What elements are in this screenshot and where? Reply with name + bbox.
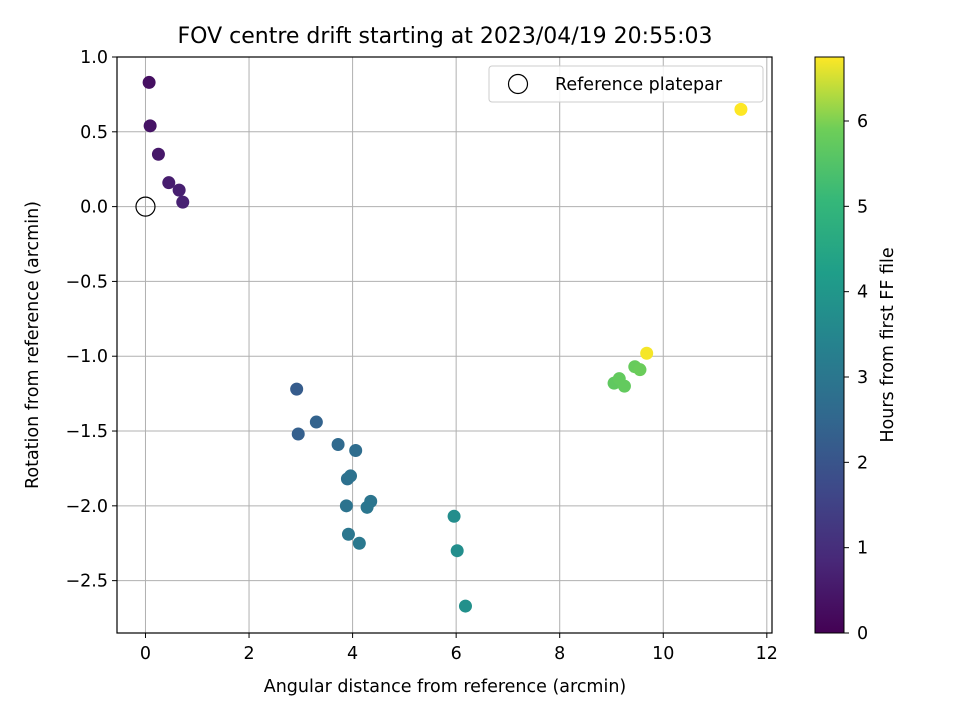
data-point (309, 415, 323, 429)
data-point (290, 382, 304, 396)
data-point (447, 509, 461, 523)
data-point (458, 599, 472, 613)
data-point (734, 102, 748, 116)
colorbar-label: Hours from first FF file (878, 247, 898, 442)
data-point (151, 147, 165, 161)
data-point (291, 427, 305, 441)
data-point (360, 500, 374, 514)
x-tick-label: 6 (451, 644, 462, 664)
plot-frame (116, 56, 773, 634)
colorbar-tick-label: 4 (857, 283, 868, 303)
chart-title: FOV centre drift starting at 2023/04/19 … (178, 24, 713, 49)
x-axis-label: Angular distance from reference (arcmin) (264, 677, 627, 697)
colorbar-tick-label: 5 (857, 197, 868, 217)
legend-label: Reference platepar (555, 75, 723, 95)
x-tick-label: 8 (554, 644, 565, 664)
legend-reference-marker (507, 73, 529, 95)
data-point (640, 346, 654, 360)
colorbar-tick-label: 0 (857, 624, 868, 644)
legend-box (488, 65, 764, 103)
y-tick-label: −1.5 (66, 422, 109, 442)
colorbar-gradient (814, 56, 845, 634)
data-point (172, 183, 186, 197)
data-point (633, 363, 647, 377)
x-tick-label: 2 (243, 644, 254, 664)
data-point (617, 379, 631, 393)
x-tick-label: 12 (756, 644, 778, 664)
y-axis-label: Rotation from reference (arcmin) (23, 201, 43, 489)
data-point (349, 443, 363, 457)
legend: Reference platepar (488, 65, 764, 103)
data-point (176, 195, 190, 209)
data-point (143, 119, 157, 133)
x-tick-label: 0 (140, 644, 151, 664)
data-points (135, 75, 748, 613)
data-point (331, 437, 345, 451)
y-axis-ticks: 1.0 0.5 0.0 −0.5 −1.0 −1.5 −2.0 −2.5 (66, 48, 117, 592)
data-point (339, 499, 353, 513)
x-tick-label: 4 (347, 644, 358, 664)
colorbar-tick-label: 3 (857, 368, 868, 388)
data-point (162, 176, 176, 190)
colorbar-tick-label: 6 (857, 112, 868, 132)
data-point (352, 536, 366, 550)
colorbar-tick-label: 1 (857, 539, 868, 559)
colorbar-ticks: 0 1 2 3 4 5 6 (844, 112, 868, 644)
y-tick-label: −1.0 (66, 347, 109, 367)
reference-point (135, 196, 156, 217)
data-point (142, 75, 156, 89)
grid-lines (117, 56, 772, 633)
y-tick-label: −2.0 (66, 497, 109, 517)
data-point (341, 527, 355, 541)
x-axis-ticks: 0 2 4 6 8 10 12 (140, 633, 778, 664)
y-tick-label: −0.5 (66, 272, 109, 292)
data-point (450, 544, 464, 558)
data-point (344, 469, 358, 483)
colorbar-tick-label: 2 (857, 453, 868, 473)
colorbar: 0 1 2 3 4 5 6 Hours from first FF file (814, 56, 898, 644)
y-tick-label: 1.0 (80, 48, 108, 68)
x-tick-label: 10 (652, 644, 674, 664)
y-tick-label: −2.5 (66, 572, 109, 592)
y-tick-label: 0.5 (80, 123, 108, 143)
y-tick-label: 0.0 (80, 198, 108, 218)
